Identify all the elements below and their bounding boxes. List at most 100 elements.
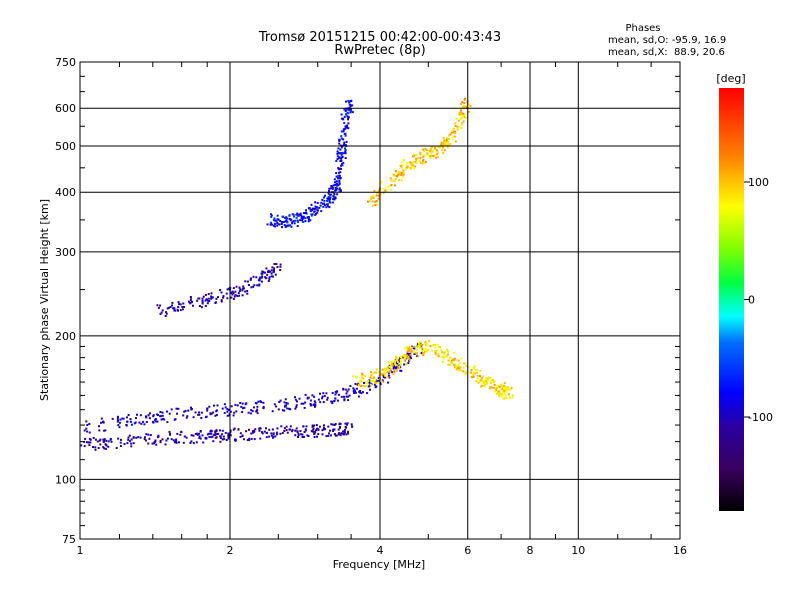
echo-point <box>261 270 264 273</box>
echo-point <box>222 435 225 438</box>
echo-point <box>289 425 292 428</box>
echo-point <box>338 167 341 170</box>
echo-point <box>80 444 83 447</box>
echo-point <box>326 396 329 399</box>
echo-point <box>237 292 240 295</box>
echo-point <box>462 120 465 123</box>
echo-point <box>347 99 350 102</box>
echo-point <box>369 371 372 374</box>
echo-point <box>455 368 458 371</box>
echo-point <box>268 276 271 279</box>
echo-point <box>262 407 265 410</box>
echo-point <box>441 149 444 152</box>
echo-point <box>359 380 362 383</box>
echo-point <box>302 212 305 215</box>
echo-point <box>192 416 195 419</box>
echo-point <box>454 125 457 127</box>
echo-point <box>436 153 439 156</box>
echo-point <box>362 384 365 387</box>
echo-point <box>425 350 428 353</box>
echo-point <box>343 132 346 135</box>
echo-point <box>447 353 449 356</box>
echo-point <box>306 434 309 437</box>
echo-point <box>331 186 334 189</box>
echo-point <box>329 187 332 190</box>
echo-point <box>452 359 455 362</box>
echo-point <box>232 292 235 295</box>
echo-point <box>247 411 250 414</box>
echo-point <box>485 378 488 381</box>
echo-point <box>134 421 137 424</box>
echo-point <box>450 359 453 362</box>
echo-point <box>449 143 452 146</box>
y-tick-label: 75 <box>62 533 76 546</box>
echo-point <box>505 389 508 392</box>
echo-point <box>444 354 447 357</box>
echo-point <box>204 294 207 296</box>
echo-point <box>395 175 398 177</box>
echo-point <box>277 408 280 411</box>
echo-point <box>339 189 342 192</box>
echo-point <box>94 438 97 441</box>
echo-point <box>331 402 334 405</box>
echo-point <box>176 412 178 415</box>
echo-point <box>294 434 297 437</box>
echo-point <box>427 348 430 351</box>
echo-point <box>361 373 364 376</box>
echo-point <box>301 219 303 222</box>
echo-point <box>204 299 207 302</box>
echo-point <box>201 302 204 305</box>
echo-point <box>508 397 511 400</box>
echo-point <box>258 427 261 430</box>
echo-point <box>141 420 144 423</box>
echo-point <box>370 195 373 198</box>
echo-point <box>102 421 104 424</box>
echo-point <box>272 435 275 438</box>
echo-point <box>445 140 448 143</box>
echo-point <box>347 117 350 120</box>
echo-point <box>391 364 394 367</box>
echo-point <box>398 364 401 367</box>
echo-point <box>312 430 315 433</box>
echo-point <box>404 347 407 350</box>
echo-point <box>136 413 138 416</box>
echo-points-layer <box>80 97 514 451</box>
echo-point <box>103 438 106 441</box>
echo-point <box>241 289 244 292</box>
echo-point <box>239 402 242 404</box>
echo-point <box>240 405 243 408</box>
echo-point <box>323 395 326 397</box>
echo-point <box>281 409 284 412</box>
echo-point <box>272 433 275 436</box>
echo-point <box>126 442 129 445</box>
echo-point <box>326 197 329 200</box>
echo-point <box>377 194 380 197</box>
echo-point <box>481 375 484 378</box>
echo-point <box>248 439 251 441</box>
echo-point <box>225 292 228 295</box>
echo-point <box>321 395 324 398</box>
echo-point <box>88 441 91 444</box>
echo-point <box>217 296 219 299</box>
echo-point <box>432 155 435 157</box>
echo-point <box>316 211 319 214</box>
echo-point <box>145 421 148 423</box>
echo-point <box>348 103 351 106</box>
echo-point <box>314 403 317 406</box>
echo-point <box>331 188 334 190</box>
echo-point <box>314 401 317 404</box>
echo-point <box>180 430 183 433</box>
echo-point <box>381 379 384 382</box>
echo-point <box>265 432 268 434</box>
echo-point <box>281 432 284 434</box>
echo-point <box>139 414 142 417</box>
echo-point <box>256 405 259 408</box>
echo-point <box>297 434 300 437</box>
echo-point <box>400 174 403 176</box>
echo-point <box>493 386 496 389</box>
echo-point <box>334 393 337 396</box>
echo-point <box>487 379 489 382</box>
echo-point <box>87 441 90 444</box>
echo-point <box>337 167 340 170</box>
echo-point <box>355 387 358 390</box>
